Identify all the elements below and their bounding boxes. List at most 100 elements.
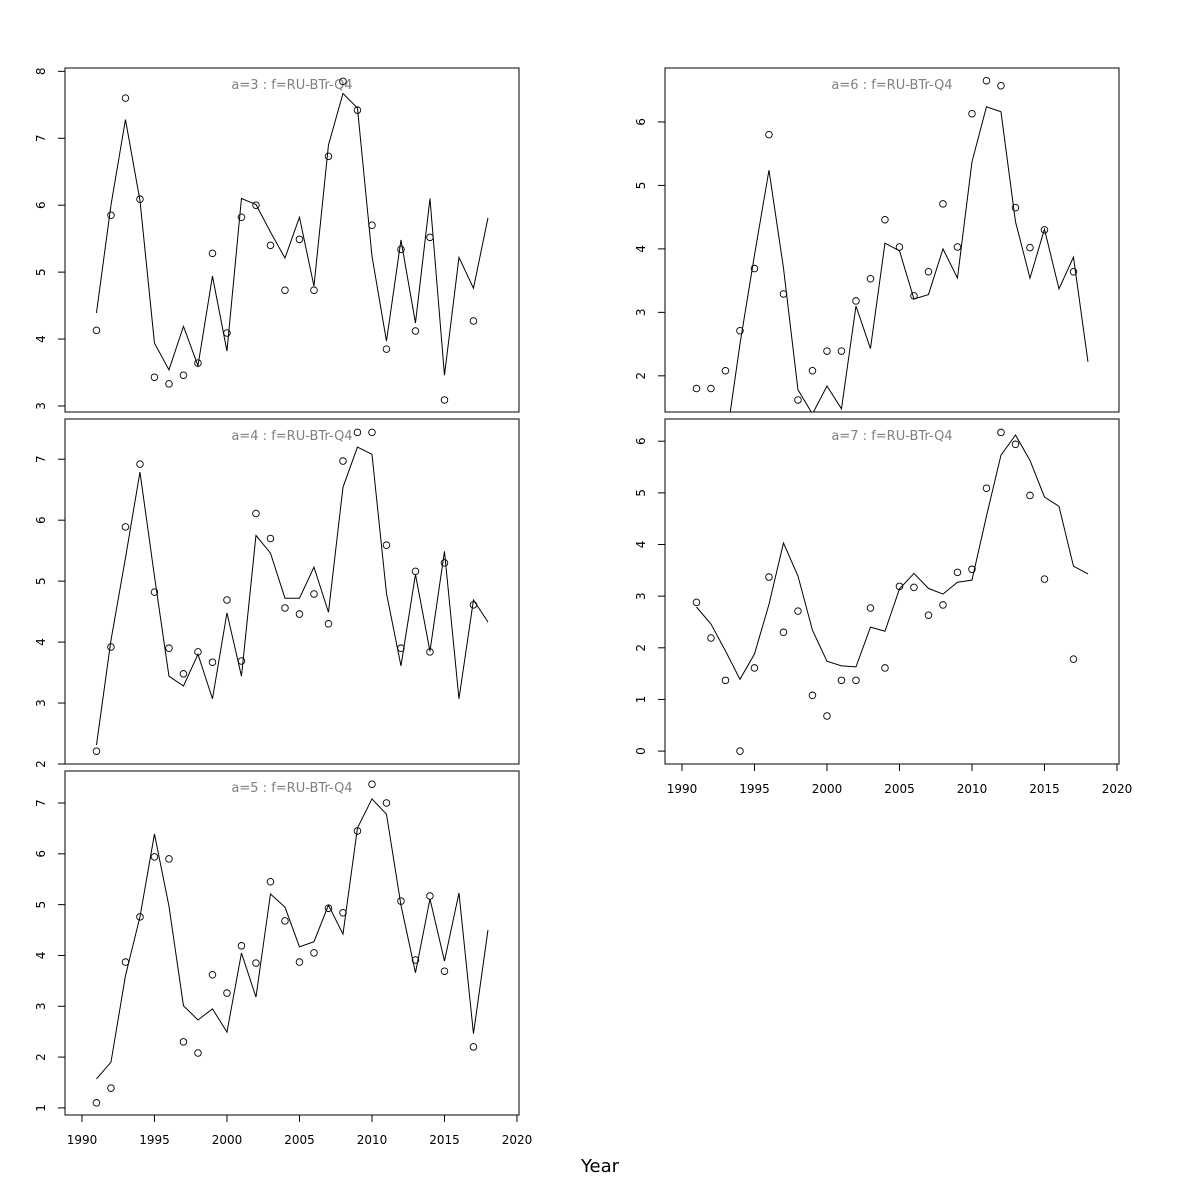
observed-point [194, 648, 202, 656]
observed-point [266, 241, 275, 250]
fitted-line [696, 434, 1089, 681]
x-tick-label: 2000 [812, 782, 843, 796]
observed-point [281, 917, 289, 925]
observed-point [750, 264, 759, 273]
plot-frame [664, 418, 1120, 765]
observed-point [1069, 267, 1078, 276]
observed-point [852, 297, 860, 305]
fitted-line [95, 446, 489, 746]
y-tick-label: 2 [634, 372, 648, 380]
observed-point [136, 195, 144, 203]
y-tick-label: 4 [634, 245, 648, 253]
observed-point [765, 573, 773, 581]
observed-point [150, 373, 159, 381]
observed-point [924, 611, 933, 620]
panel-title: a=6 : f=RU-BTr-Q4 [831, 78, 952, 93]
panel: a=6 : f=RU-BTr-Q4 2 3 4 5 6 [634, 67, 1120, 413]
y-tick-label: 2 [634, 644, 648, 652]
observed-point [266, 878, 275, 886]
observed-point [237, 213, 246, 221]
observed-point [295, 235, 304, 244]
observed-point [808, 691, 817, 700]
observed-point [469, 601, 478, 609]
observed-point [295, 610, 304, 618]
observed-point [910, 583, 918, 592]
observed-point [1040, 226, 1049, 234]
fitted-line [96, 798, 489, 1080]
x-tick-label: 1995 [139, 1133, 170, 1147]
observed-point [469, 317, 478, 325]
observed-point [750, 664, 759, 672]
observed-point [866, 604, 875, 612]
observed-point [1026, 491, 1034, 500]
observed-point [1026, 243, 1034, 252]
plot-area [92, 780, 489, 1107]
observed-point [440, 967, 449, 975]
observed-point [968, 565, 976, 574]
observed-point [382, 345, 391, 353]
panel-title: a=7 : f=RU-BTr-Q4 [831, 429, 952, 444]
observed-point [266, 534, 275, 543]
observed-point [440, 559, 449, 567]
observed-point [368, 780, 376, 788]
y-tick-label: 3 [34, 402, 48, 410]
fitted-line [95, 92, 489, 376]
observed-point [353, 106, 362, 114]
observed-point [150, 853, 159, 861]
observed-point [736, 747, 744, 755]
observed-point [281, 604, 289, 612]
observed-point [237, 657, 246, 665]
observed-point [881, 215, 889, 224]
observed-point [953, 243, 962, 251]
panel-title: a=5 : f=RU-BTr-Q4 [231, 781, 352, 796]
panel-title: a=3 : f=RU-BTr-Q4 [231, 78, 352, 93]
observed-point [692, 598, 701, 607]
observed-point [208, 658, 217, 666]
observed-point [968, 109, 976, 118]
plot-frame [64, 67, 520, 413]
observed-point [179, 1038, 188, 1046]
y-tick-label: 4 [634, 541, 648, 549]
observed-point [411, 567, 420, 576]
observed-point [150, 588, 159, 596]
y-tick-label: 8 [34, 68, 48, 76]
x-tick-label: 1990 [667, 782, 698, 796]
observed-point [1069, 655, 1078, 663]
observed-point [107, 211, 115, 219]
observed-point [310, 286, 318, 294]
observed-point [426, 892, 434, 900]
y-tick-label: 1 [34, 1104, 48, 1112]
observed-point [339, 909, 347, 917]
plot-area [92, 77, 489, 404]
observed-point [208, 971, 217, 979]
y-tick-label: 1 [634, 696, 648, 704]
observed-point [194, 359, 202, 367]
observed-point [721, 676, 730, 685]
y-tick-label: 6 [34, 516, 48, 524]
observed-point [368, 221, 376, 230]
fitted-line [729, 106, 1089, 412]
observed-point [223, 989, 231, 997]
observed-point [779, 290, 788, 298]
observed-point [881, 664, 889, 672]
observed-point [165, 855, 173, 863]
observed-point [252, 509, 260, 518]
y-tick-label: 2 [34, 1053, 48, 1061]
observed-point [382, 541, 391, 549]
x-tick-label: 2015 [429, 1133, 460, 1147]
x-tick-label: 2000 [212, 1133, 243, 1147]
y-tick-label: 3 [34, 1002, 48, 1010]
x-tick-label: 2015 [1029, 782, 1060, 796]
observed-point [794, 607, 802, 615]
observed-point [121, 958, 130, 966]
y-tick-label: 6 [634, 118, 648, 126]
observed-point [165, 644, 173, 652]
panel: a=5 : f=RU-BTr-Q4 1 2 3 4 5 6 7 1990 1995 2000 2005… [34, 770, 532, 1147]
observed-point [223, 329, 231, 337]
observed-point [353, 827, 362, 835]
observed-point [310, 949, 318, 957]
observed-point [368, 428, 376, 437]
x-tick-label: 1990 [67, 1133, 98, 1147]
x-tick-label: 2020 [1102, 782, 1133, 796]
